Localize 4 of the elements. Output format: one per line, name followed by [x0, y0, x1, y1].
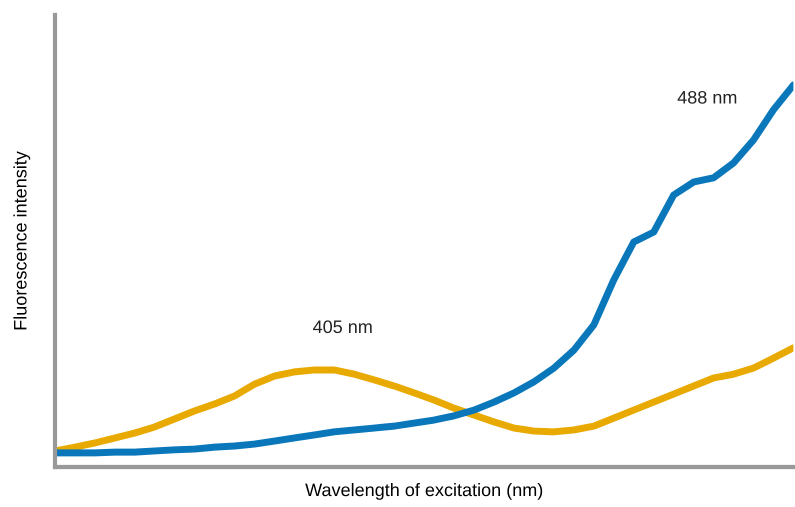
- text: 405 nm: [313, 320, 372, 334]
- y-axis-title: Fluorescence intensity: [13, 151, 30, 330]
- series-label: 488 nm: [678, 90, 736, 104]
- x-axis-title: Wavelength of excitation (nm): [305, 482, 542, 500]
